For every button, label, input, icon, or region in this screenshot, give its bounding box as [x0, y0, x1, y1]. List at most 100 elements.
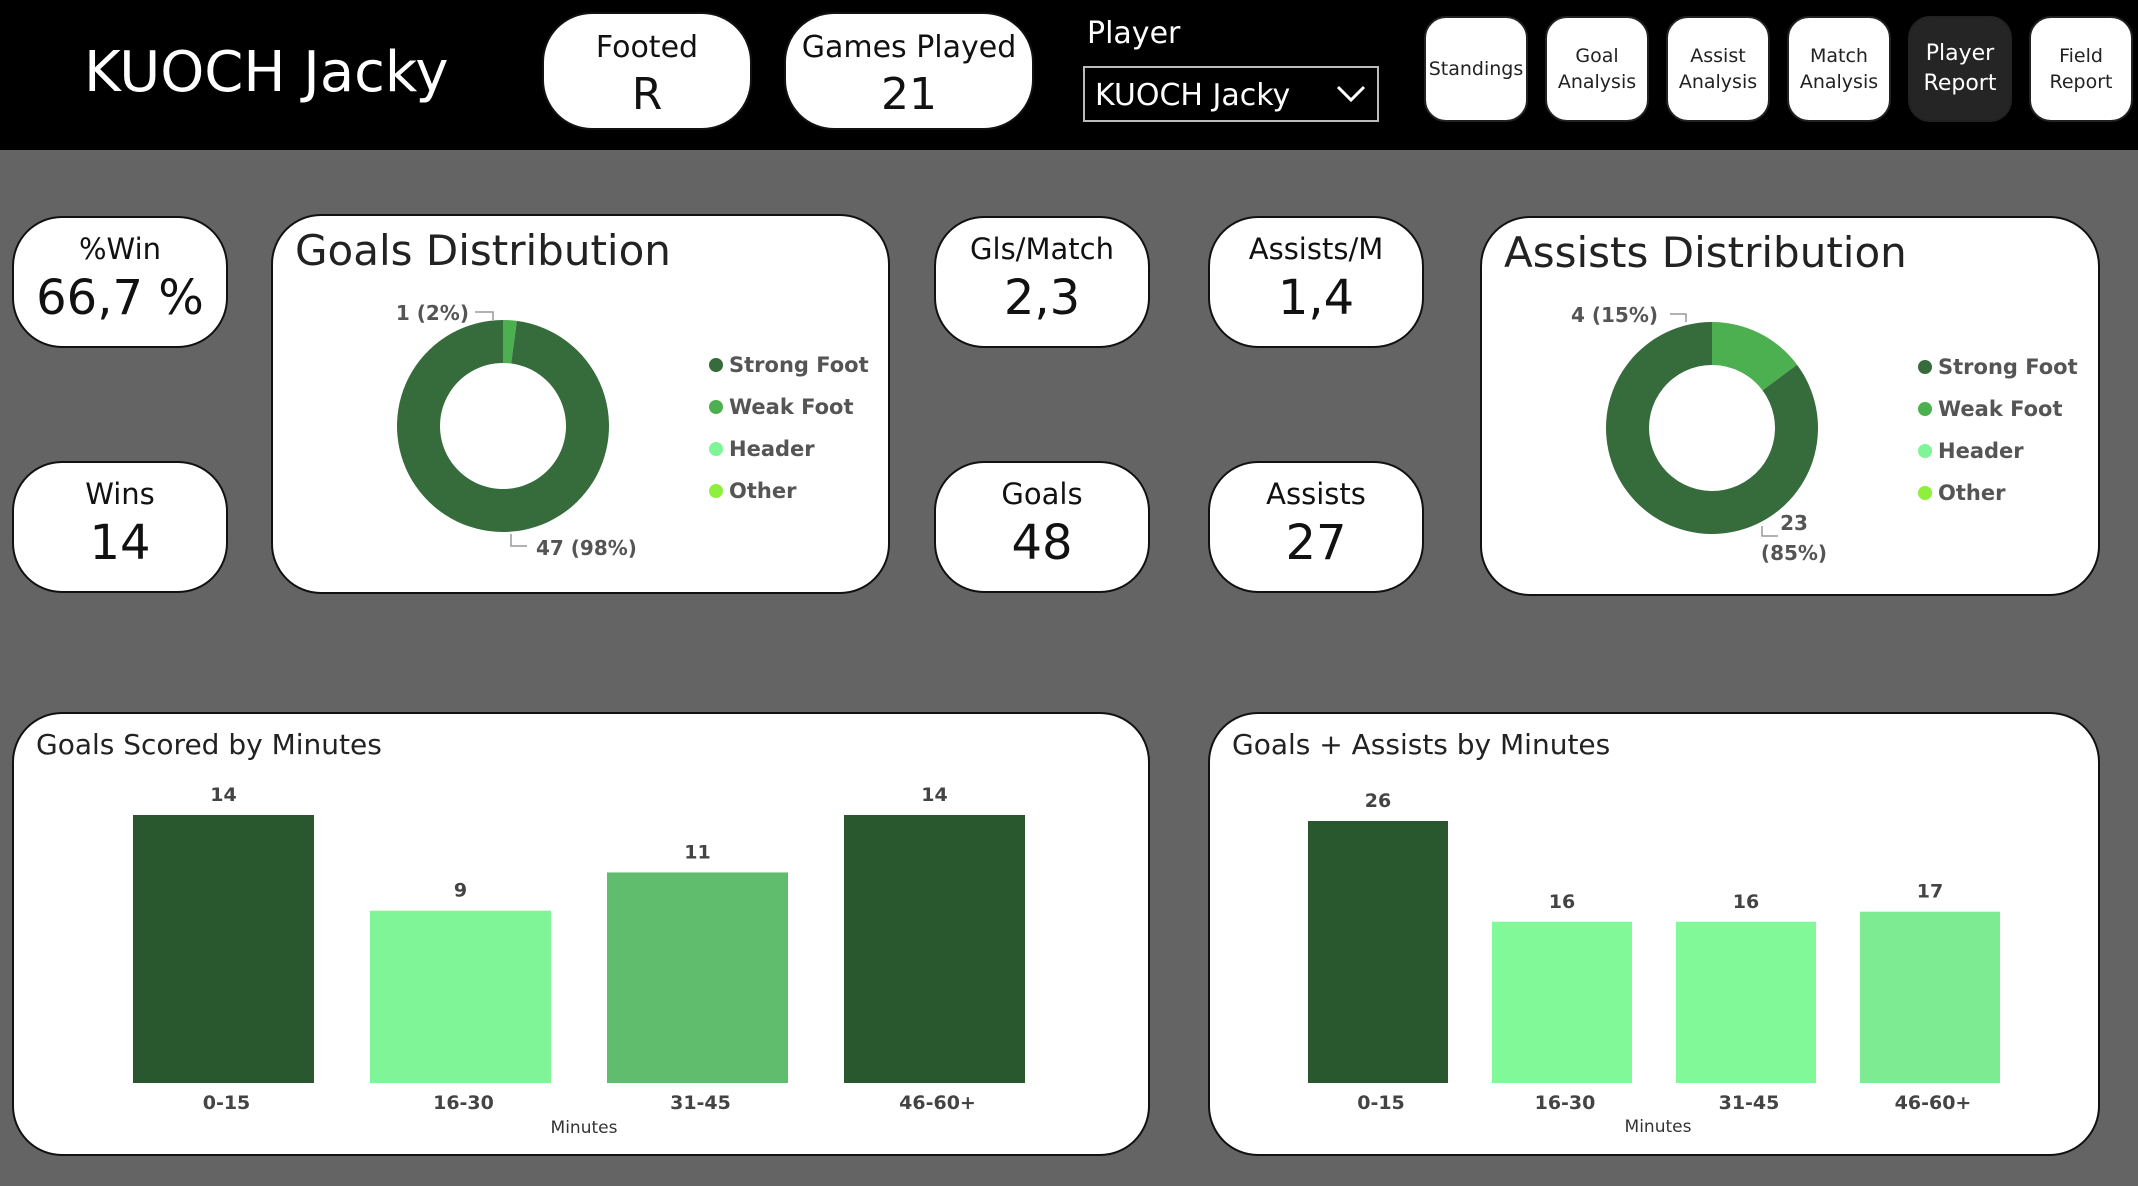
footed-card: Footed R	[542, 12, 752, 130]
legend-dot	[1918, 402, 1932, 416]
footed-label: Footed	[595, 30, 699, 65]
goals-by-minutes-data-label-3: 14	[921, 784, 947, 806]
goals-donut-label-small: 1 (2%)	[396, 301, 469, 325]
assists-label: Assists	[1266, 477, 1366, 511]
nav-standings-button[interactable]: Standings	[1424, 16, 1528, 122]
goals-distribution-card: Goals Distribution 1 (2%) 47 (98%) Stron…	[271, 214, 890, 594]
assists-donut-slice-1[interactable]	[1712, 322, 1798, 391]
goals-assists-by-minutes-bar-0[interactable]	[1308, 821, 1448, 1083]
legend-item: Header	[709, 428, 869, 470]
goals-by-minutes-card: Goals Scored by Minutes Minutes 14 0-15 9 1…	[12, 712, 1150, 1156]
nav-standings-label: Standings	[1428, 58, 1524, 80]
nav-match-analysis-button[interactable]: Match Analysis	[1787, 16, 1891, 122]
gls-match-label: Gls/Match	[970, 232, 1114, 266]
goals-donut-slice-0[interactable]	[397, 320, 610, 532]
nav-field-report-button[interactable]: Field Report	[2029, 16, 2133, 122]
assists-m-card: Assists/M 1,4	[1208, 216, 1424, 348]
legend-dot	[1918, 486, 1932, 500]
goals-donut-chart: 1 (2%) 47 (98%)	[396, 301, 637, 560]
goals-distribution-title: Goals Distribution	[295, 226, 671, 275]
legend-label: Header	[1938, 439, 2024, 463]
goals-donut-slice-1[interactable]	[503, 320, 517, 364]
legend-label: Weak Foot	[729, 395, 854, 419]
assists-donut-slice-0[interactable]	[1606, 322, 1818, 534]
goals-by-minutes-bar-1[interactable]	[370, 910, 551, 1083]
nav-goal-analysis-button[interactable]: Goal Analysis	[1545, 16, 1649, 122]
assists-m-value: 1,4	[1277, 270, 1355, 326]
nav-goal-analysis-label-2: Analysis	[1557, 71, 1637, 93]
goals-assists-by-minutes-chart: Minutes 26 0-15 16 16-30 16 31-45 17 46-60+	[1308, 790, 2000, 1137]
nav-player-report-label-1: Player	[1925, 41, 1995, 66]
nav-assist-analysis-button[interactable]: Assist Analysis	[1666, 16, 1770, 122]
assists-m-label: Assists/M	[1248, 232, 1384, 266]
legend-item: Weak Foot	[1918, 388, 2078, 430]
goals-assists-by-minutes-data-label-1: 16	[1549, 891, 1575, 913]
gls-match-value: 2,3	[1003, 270, 1081, 326]
goals-assists-by-minutes-bar-3[interactable]	[1860, 911, 2000, 1083]
goals-assists-by-minutes-xlabel: Minutes	[1625, 1117, 1692, 1137]
goals-assists-by-minutes-tick-label-1: 16-30	[1535, 1092, 1596, 1114]
nav-match-analysis-label-1: Match	[1810, 45, 1868, 67]
goals-assists-by-minutes-tick-label-3: 46-60+	[1895, 1092, 1972, 1114]
legend-dot	[709, 442, 723, 456]
goals-by-minutes-tick-label-3: 46-60+	[899, 1092, 976, 1114]
win-pct-card: %Win 66,7 %	[12, 216, 228, 348]
goals-by-minutes-chart: Minutes 14 0-15 9 16-30 11 31-45 14 46-60+	[133, 784, 1025, 1138]
nav-player-report-button[interactable]: Player Report	[1908, 16, 2012, 122]
legend-label: Strong Foot	[729, 353, 869, 377]
legend-label: Other	[1938, 481, 2006, 505]
goals-by-minutes-bar-2[interactable]	[607, 872, 788, 1083]
goals-donut-label-large: 47 (98%)	[536, 536, 637, 560]
goals-assists-by-minutes-data-label-0: 26	[1365, 790, 1391, 812]
legend-item: Strong Foot	[709, 344, 869, 386]
legend-item: Header	[1918, 430, 2078, 472]
header-bar: KUOCH Jacky Footed R Games Played 21 Pla…	[0, 0, 2138, 150]
goals-assists-by-minutes-data-label-3: 17	[1917, 881, 1943, 903]
assists-value: 27	[1285, 515, 1347, 571]
goals-by-minutes-title: Goals Scored by Minutes	[36, 728, 382, 761]
goals-assists-by-minutes-tick-label-0: 0-15	[1357, 1092, 1405, 1114]
gls-match-card: Gls/Match 2,3	[934, 216, 1150, 348]
games-played-value: 21	[881, 69, 937, 120]
legend-label: Weak Foot	[1938, 397, 2063, 421]
win-pct-label: %Win	[78, 232, 162, 266]
assists-donut-chart: 4 (15%) 23 (85%)	[1571, 303, 1827, 565]
nav-player-report-label-2: Report	[1923, 71, 1997, 96]
player-name-title: KUOCH Jacky	[84, 40, 449, 105]
assists-distribution-title: Assists Distribution	[1504, 228, 1907, 277]
goals-assists-by-minutes-data-label-2: 16	[1733, 891, 1759, 913]
goals-assists-by-minutes-card: Goals + Assists by Minutes Minutes 26 0-1…	[1208, 712, 2100, 1156]
goals-label: Goals	[1001, 477, 1083, 511]
goals-by-minutes-bar-0[interactable]	[133, 815, 314, 1083]
goals-assists-by-minutes-bar-1[interactable]	[1492, 921, 1632, 1083]
assists-donut-label-small: 4 (15%)	[1571, 303, 1658, 327]
goals-card: Goals 48	[934, 461, 1150, 593]
wins-label: Wins	[85, 477, 155, 511]
win-pct-value: 66,7 %	[36, 270, 204, 326]
goals-by-minutes-data-label-0: 14	[210, 784, 236, 806]
goals-by-minutes-tick-label-1: 16-30	[433, 1092, 494, 1114]
goals-assists-by-minutes-bar-2[interactable]	[1676, 921, 1816, 1083]
goals-by-minutes-data-label-2: 11	[684, 841, 710, 863]
assists-distribution-legend: Strong Foot Weak Foot Header Other	[1918, 346, 2078, 514]
chevron-down-icon	[1336, 85, 1366, 103]
goals-by-minutes-bar-3[interactable]	[844, 815, 1025, 1083]
wins-value: 14	[89, 515, 151, 571]
player-select[interactable]: KUOCH Jacky	[1083, 66, 1379, 122]
legend-item: Other	[1918, 472, 2078, 514]
goals-by-minutes-tick-label-0: 0-15	[203, 1092, 251, 1114]
legend-dot	[1918, 444, 1932, 458]
footed-value: R	[631, 69, 663, 120]
wins-card: Wins 14	[12, 461, 228, 593]
assists-donut-label-large-1: 23	[1780, 511, 1808, 535]
goals-distribution-legend: Strong Foot Weak Foot Header Other	[709, 344, 869, 512]
nav-match-analysis-label-2: Analysis	[1799, 71, 1879, 93]
legend-dot	[709, 400, 723, 414]
goals-by-minutes-data-label-1: 9	[454, 880, 467, 902]
legend-dot	[1918, 360, 1932, 374]
nav-goal-analysis-label-1: Goal	[1575, 45, 1619, 67]
goals-assists-by-minutes-title: Goals + Assists by Minutes	[1232, 728, 1611, 761]
goals-value: 48	[1011, 515, 1073, 571]
legend-item: Strong Foot	[1918, 346, 2078, 388]
goals-by-minutes-tick-label-2: 31-45	[670, 1092, 731, 1114]
